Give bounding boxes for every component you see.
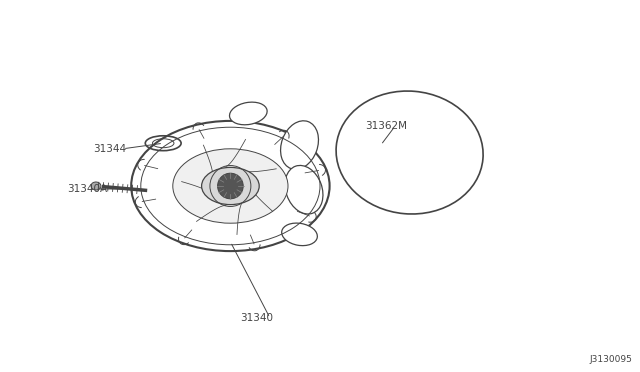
Circle shape [218,173,243,199]
Text: 31344: 31344 [93,144,126,154]
Ellipse shape [91,182,101,190]
Ellipse shape [173,149,288,223]
Ellipse shape [336,91,483,214]
Ellipse shape [230,102,267,125]
Text: 31362M: 31362M [365,122,407,131]
Ellipse shape [131,121,330,251]
Ellipse shape [285,166,323,214]
Ellipse shape [280,121,319,169]
Text: 31340A: 31340A [67,184,108,194]
Ellipse shape [202,167,259,205]
Text: 31340: 31340 [240,313,273,323]
Text: J3130095: J3130095 [589,355,632,364]
Ellipse shape [282,223,317,246]
